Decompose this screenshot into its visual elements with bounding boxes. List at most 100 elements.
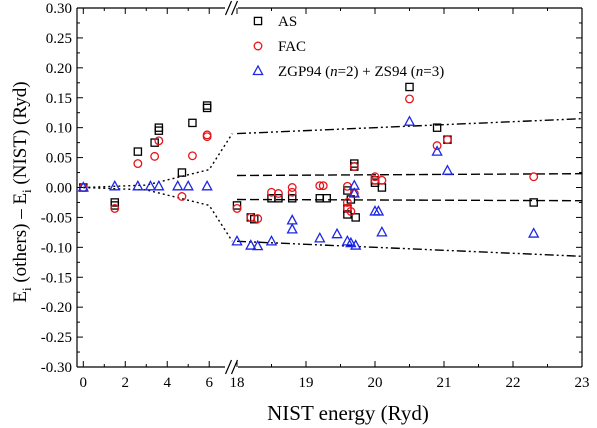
data-point-square <box>287 194 297 203</box>
data-point-triangle <box>231 234 243 246</box>
y-tick-label: -0.30 <box>41 360 72 376</box>
data-point-square <box>232 201 242 210</box>
series-triangle <box>77 115 540 251</box>
data-point-triangle <box>245 239 257 250</box>
data-point-triangle <box>372 205 385 216</box>
data-point-square <box>315 194 325 203</box>
data-point-circle <box>349 162 359 172</box>
data-point-square <box>110 201 120 210</box>
top-axis-break-mark-2 <box>230 0 239 16</box>
x-tick-label: 19 <box>299 375 314 391</box>
reference-line-dash <box>236 198 583 202</box>
y-tick-label: 0.05 <box>46 151 72 167</box>
legend-label-triangle: ZGP94 (n=2) + ZS94 (n=3) <box>278 64 444 80</box>
y-tick-label: -0.20 <box>41 300 72 316</box>
data-point-circle <box>273 189 283 198</box>
x-tick-label: 2 <box>122 375 130 391</box>
data-point-triangle <box>132 179 144 191</box>
data-point-circle <box>432 141 442 151</box>
data-point-circle <box>287 183 297 192</box>
data-point-circle <box>232 203 242 213</box>
data-point-triangle <box>376 226 388 237</box>
reference-line-dot <box>83 186 233 242</box>
data-point-triangle <box>348 187 360 198</box>
y-tick-label: 0.30 <box>46 1 72 17</box>
data-points <box>77 82 540 251</box>
data-point-square <box>405 82 414 92</box>
data-point-square <box>351 213 360 222</box>
x-tick-label: 20 <box>368 375 383 391</box>
reference-line-dash-dot-dot <box>236 240 583 257</box>
bottom-axis-break-mark-1 <box>224 359 233 375</box>
y-tick-label: -0.05 <box>41 210 72 226</box>
data-point-square <box>150 138 159 147</box>
legend-marker-circle <box>253 41 263 51</box>
x-tick-label: 18 <box>230 375 245 391</box>
data-point-circle <box>443 135 452 145</box>
data-point-triangle <box>201 179 213 191</box>
legend: AS FAC ZGP94 (n=2) + ZS94 (n=3) <box>252 14 444 80</box>
data-point-triangle <box>286 214 298 225</box>
data-point-square <box>343 186 352 195</box>
data-point-circle <box>177 192 187 201</box>
data-point-circle <box>346 206 356 216</box>
y-tick-label: 0.15 <box>46 91 72 107</box>
data-point-triangle <box>331 227 343 239</box>
plot-frame <box>76 0 583 375</box>
data-point-triangle <box>345 236 357 248</box>
data-point-square <box>377 183 387 192</box>
x-axis-label: NIST energy (Ryd) <box>267 401 429 425</box>
y-axis-label: Ei (others) – Ei (NIST) (Ryd) <box>10 81 34 302</box>
y-tick-label: -0.15 <box>41 270 72 286</box>
data-point-square <box>154 123 164 132</box>
data-point-circle <box>529 172 539 182</box>
data-point-square <box>202 101 212 110</box>
x-tick-label: 0 <box>80 375 88 391</box>
y-tick-label: 0.00 <box>46 181 72 197</box>
data-point-circle <box>405 94 414 104</box>
data-point-circle <box>315 181 325 191</box>
legend-label-square: AS <box>278 14 297 30</box>
series-circle <box>78 94 539 224</box>
legend-marker-square <box>253 16 263 26</box>
y-tick-label: 0.25 <box>46 31 72 47</box>
data-point-circle <box>110 203 120 213</box>
data-point-circle <box>253 214 263 224</box>
data-point-square <box>188 118 197 128</box>
reference-line-dot <box>83 133 233 189</box>
data-point-triangle <box>182 179 194 191</box>
data-point-triangle <box>77 181 89 192</box>
data-point-circle <box>377 175 387 185</box>
data-point-triangle <box>286 223 298 234</box>
x-tick-label: 22 <box>506 375 521 391</box>
data-point-square <box>202 103 212 113</box>
data-point-square <box>529 198 538 207</box>
data-point-triangle <box>314 231 326 243</box>
data-point-square <box>432 123 442 132</box>
top-axis-break-mark-1 <box>224 0 233 16</box>
y-tick-label: 0.20 <box>46 61 72 77</box>
data-point-circle <box>202 130 212 140</box>
data-point-triangle <box>144 179 157 191</box>
legend-label-circle: FAC <box>278 39 306 55</box>
data-point-circle <box>370 172 380 182</box>
data-point-square <box>133 147 143 156</box>
y-tick-label: -0.25 <box>41 330 72 346</box>
data-point-triangle <box>153 179 165 191</box>
x-tick-label: 6 <box>205 375 213 391</box>
axis-ticks: -0.30 -0.25 -0.20 -0.15 -0.10 -0.05 0.00 0.05 0.… <box>41 1 590 391</box>
data-point-square <box>274 194 283 203</box>
data-point-triangle <box>265 234 278 246</box>
data-point-triangle <box>403 115 416 126</box>
data-point-triangle <box>109 179 121 191</box>
y-tick-label: 0.10 <box>46 121 72 137</box>
y-tick-label: -0.10 <box>41 240 72 256</box>
data-point-circle <box>154 136 164 146</box>
legend-marker-triangle <box>252 64 264 76</box>
x-tick-label: 23 <box>575 375 590 391</box>
series-square <box>79 82 538 224</box>
data-point-circle <box>342 198 352 207</box>
data-point-circle <box>150 151 160 161</box>
data-point-triangle <box>431 145 443 156</box>
